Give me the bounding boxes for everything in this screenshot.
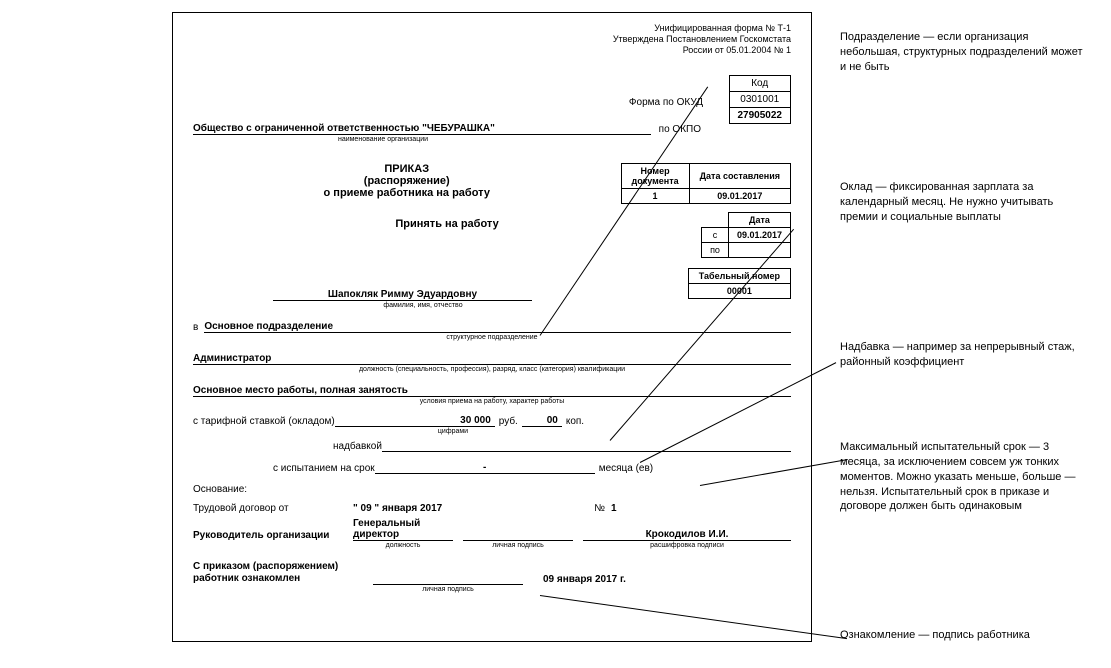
contract-num: 1 (611, 503, 631, 514)
codes-table: Код 0301001 27905022 (729, 75, 792, 124)
manager-position: Генеральный директор (353, 518, 453, 541)
accept-row: Принять на работу Дата с 09.01.2017 по (193, 212, 791, 258)
org-name: Общество с ограниченной ответственностью… (193, 123, 651, 135)
accept-from: 09.01.2017 (728, 228, 790, 243)
probation-lead: с испытанием на срок (273, 463, 375, 474)
basis-label: Основание: (193, 484, 791, 495)
conditions-sub: условия приема на работу, характер работ… (193, 398, 791, 405)
approval-line: Утверждена Постановлением Госкомстата (193, 34, 791, 45)
salary-rub-label: руб. (495, 416, 522, 427)
title-rasp: (распоряжение) (193, 175, 621, 187)
okpo-value: 27905022 (729, 108, 791, 124)
addon-row: надбавкой (193, 441, 791, 452)
salary-row: с тарифной ставкой (окладом) 30 000 руб.… (193, 415, 791, 427)
doc-number-table: Номер документа Дата составления 1 09.01… (621, 163, 792, 204)
position-value: Администратор (193, 353, 791, 365)
accept-from-label: с (702, 228, 729, 243)
manager-lead: Руководитель организации (193, 530, 353, 541)
ack-date: 09 января 2017 г. (543, 574, 626, 585)
dept-lead: в (193, 322, 204, 333)
annotation-dept: Подразделение — если организация небольш… (840, 30, 1090, 75)
okud-label: Форма по ОКУД (629, 97, 703, 108)
conditions-value: Основное место работы, полная занятость (193, 385, 791, 397)
salary-sub: цифрами (393, 428, 513, 435)
accept-label: Принять на работу (193, 212, 701, 230)
approval-block: Унифицированная форма № Т-1 Утверждена П… (193, 23, 791, 55)
position-sub: должность (специальность, профессия), ра… (193, 366, 791, 373)
manager-row: Руководитель организации Генеральный дир… (193, 518, 791, 541)
manager-sign-sub: личная подпись (463, 542, 573, 549)
dept-row: в Основное подразделение (193, 321, 791, 333)
manager-position-sub: должность (353, 542, 453, 549)
doc-num-header: Номер документа (621, 164, 689, 189)
approval-line: России от 05.01.2004 № 1 (193, 45, 791, 56)
salary-lead: с тарифной ставкой (окладом) (193, 416, 335, 427)
manager-sub-row: должность личная подпись расшифровка под… (193, 542, 791, 549)
annotation-ack: Ознакомление — подпись работника (840, 628, 1090, 643)
salary-rub: 30 000 (335, 415, 495, 427)
fio-value: Шапокляк Римму Эдуардовну (273, 289, 532, 301)
okud-value: 0301001 (729, 92, 791, 108)
contract-row: Трудовой договор от " 09 " января 2017 №… (193, 503, 791, 514)
ack-sub-row: личная подпись (193, 586, 791, 593)
contract-lead: Трудовой договор от (193, 503, 353, 514)
title-column: ПРИКАЗ (распоряжение) о приеме работника… (193, 163, 621, 204)
addon-value (382, 451, 791, 452)
conditions-row: Основное место работы, полная занятость (193, 385, 791, 397)
manager-name: Крокодилов И.И. (583, 529, 791, 541)
form-document: Унифицированная форма № Т-1 Утверждена П… (172, 12, 812, 642)
accept-date-table: Дата с 09.01.2017 по (701, 212, 791, 258)
tabno-header: Табельный номер (688, 269, 790, 284)
addon-lead: надбавкой (333, 441, 382, 452)
manager-name-sub: расшифровка подписи (583, 542, 791, 549)
contract-num-label: № (594, 503, 611, 514)
ack-lead1: С приказом (распоряжением) (193, 561, 338, 572)
codes-header: Код (729, 76, 791, 92)
contract-date: " 09 " января 2017 (353, 503, 442, 514)
fio-sub: фамилия, имя, отчество (273, 302, 573, 309)
doc-num: 1 (621, 189, 689, 204)
title-about: о приеме работника на работу (193, 187, 621, 199)
ack-row: С приказом (распоряжением) работник озна… (193, 561, 791, 585)
annotation-addon: Надбавка — например за непрерывный стаж,… (840, 340, 1090, 370)
tabno-table: Табельный номер 00001 (688, 268, 791, 299)
approval-line: Унифицированная форма № Т-1 (193, 23, 791, 34)
org-row: Общество с ограниченной ответственностью… (193, 123, 791, 135)
title-prikaz: ПРИКАЗ (193, 163, 621, 175)
doc-date-header: Дата составления (689, 164, 790, 189)
position-row: Администратор (193, 353, 791, 365)
salary-kop: 00 (522, 415, 562, 427)
probation-row: с испытанием на срок - месяца (ев) (193, 462, 791, 474)
accept-date-header: Дата (728, 213, 790, 228)
ack-sign (373, 584, 523, 585)
ack-lead2: работник ознакомлен (193, 573, 300, 584)
manager-sign (463, 540, 573, 541)
org-sub: наименование организации (193, 136, 573, 143)
annotation-salary: Оклад — фиксированная зарплата за календ… (840, 180, 1090, 225)
annotation-probation: Максимальный испытательный срок — 3 меся… (840, 440, 1090, 514)
doc-date: 09.01.2017 (689, 189, 790, 204)
probation-tail: месяца (ев) (595, 463, 653, 474)
doc-header-row: ПРИКАЗ (распоряжение) о приеме работника… (193, 163, 791, 204)
ack-sign-sub: личная подпись (373, 586, 523, 593)
accept-to (728, 243, 790, 258)
salary-kop-label: коп. (562, 416, 588, 427)
accept-to-label: по (702, 243, 729, 258)
probation-value: - (375, 462, 595, 474)
